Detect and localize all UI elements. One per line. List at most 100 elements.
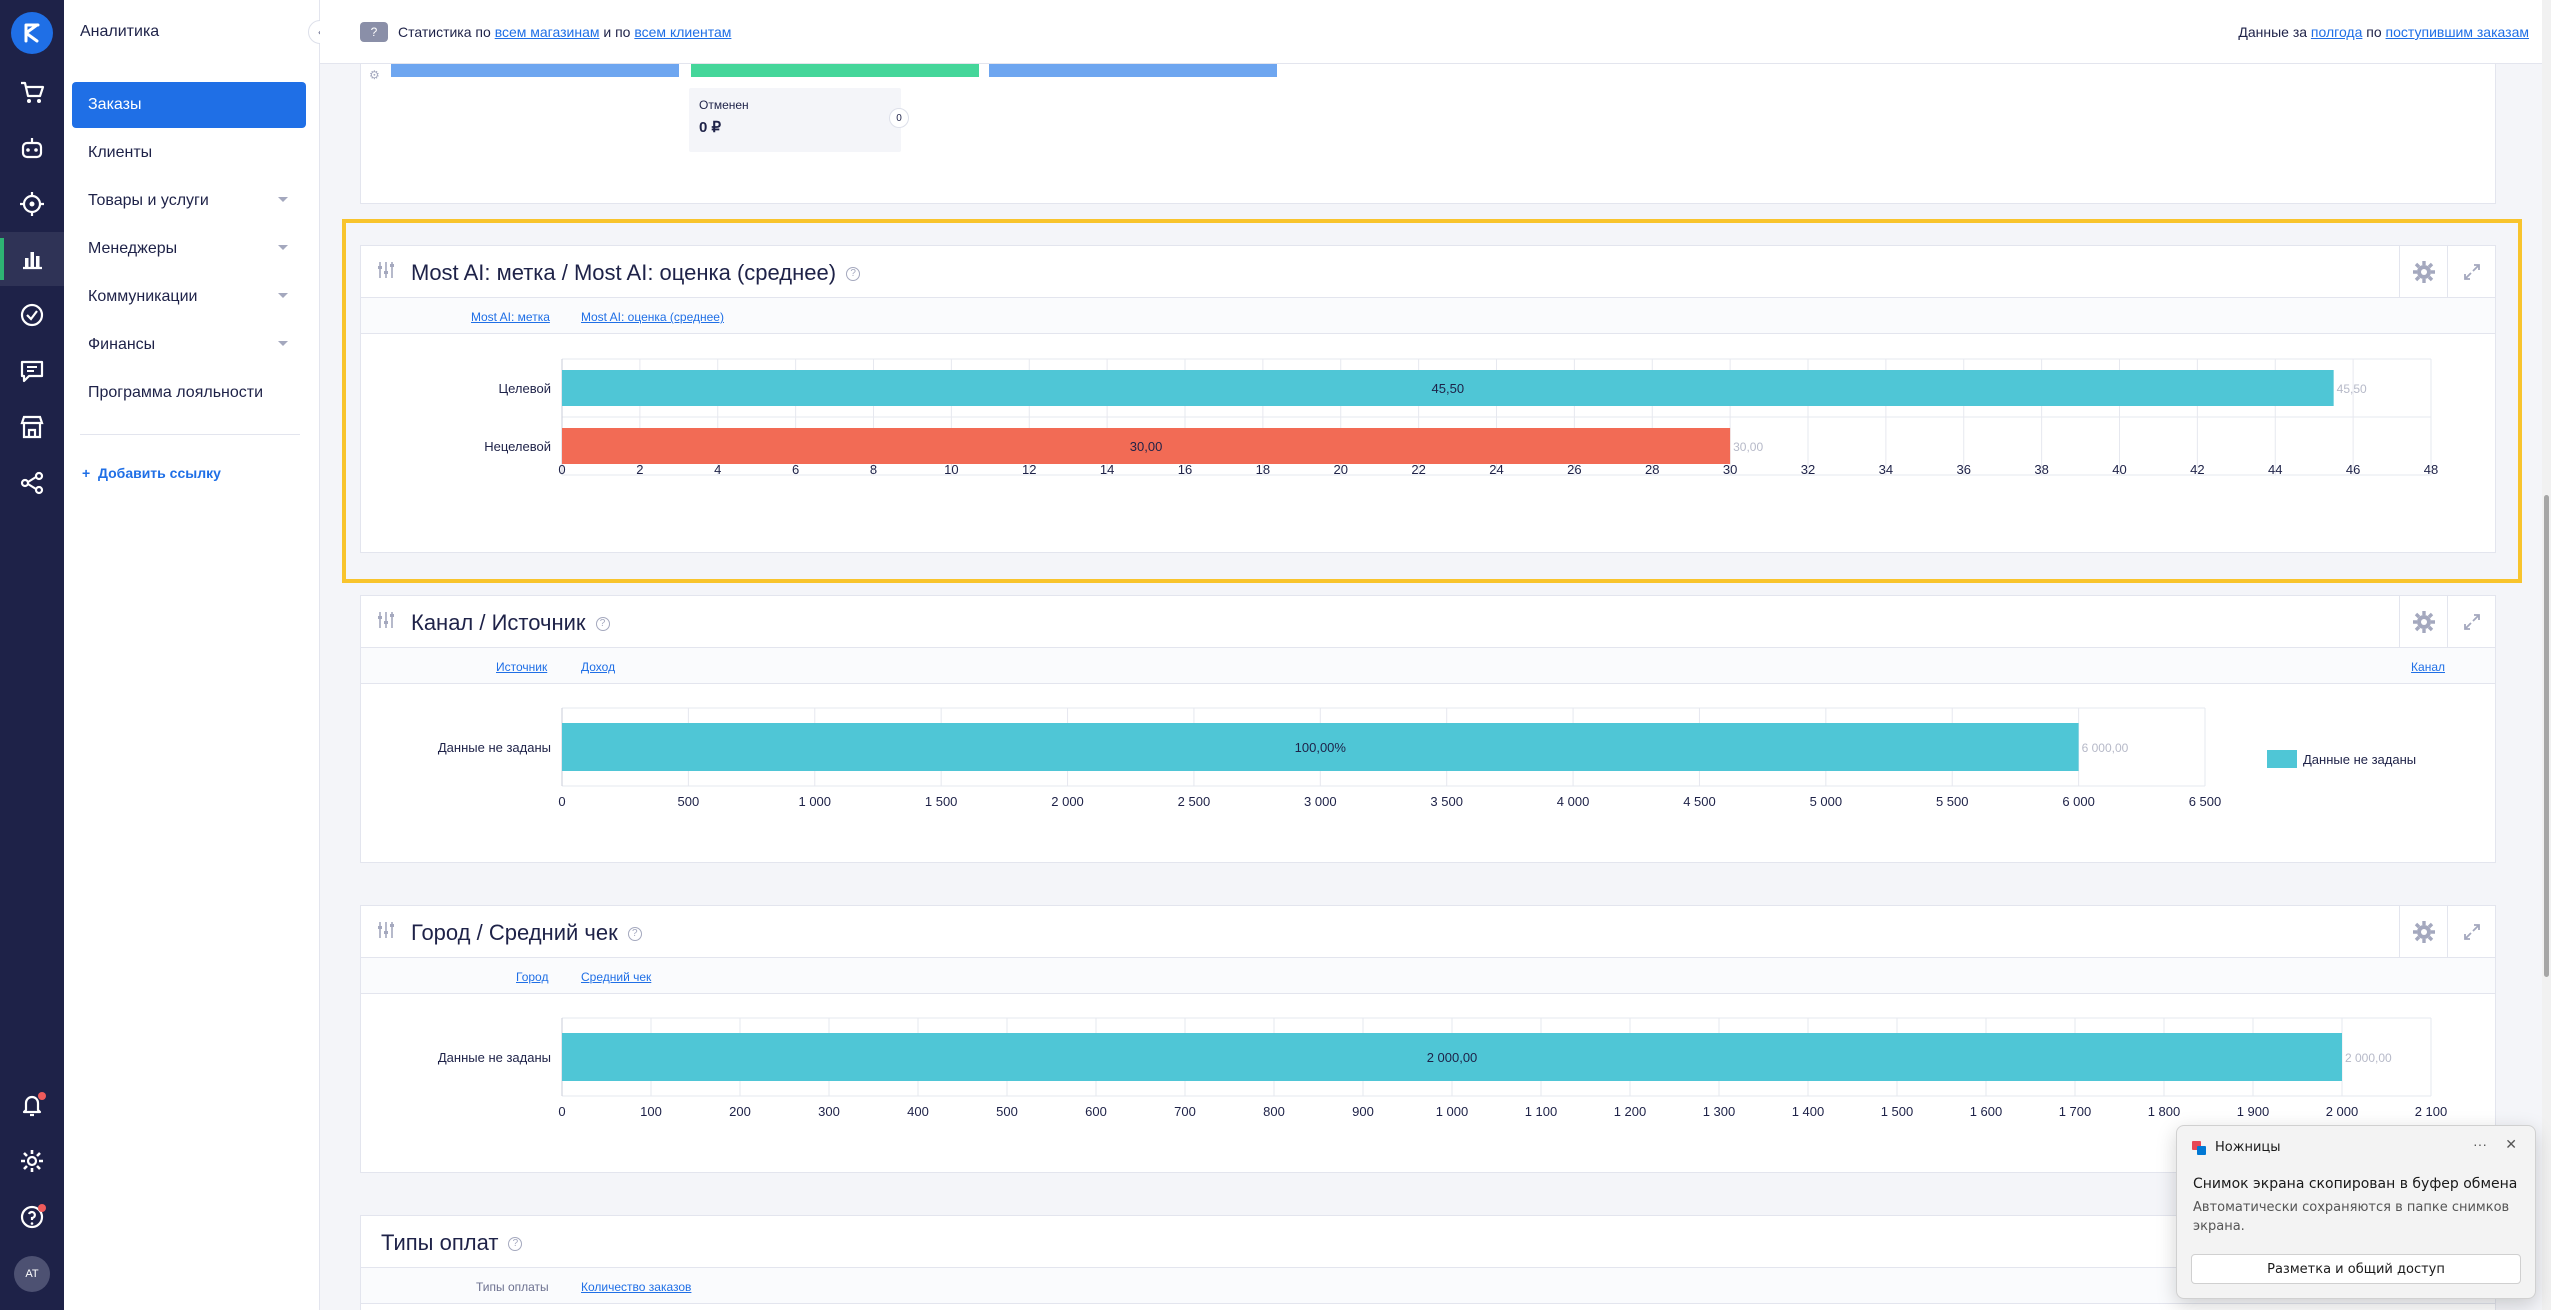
bar-value-label: 30,00 <box>1130 439 1163 454</box>
check-circle-icon[interactable] <box>0 288 64 342</box>
widget-settings-button[interactable] <box>2399 246 2447 298</box>
tick-label: 0 <box>558 794 565 809</box>
expand-icon <box>2463 924 2480 940</box>
logo-icon[interactable] <box>11 12 53 54</box>
legend-swatch <box>2267 750 2297 768</box>
dimension-link[interactable]: Город <box>516 970 549 984</box>
more-options-icon[interactable]: ··· <box>2473 1136 2487 1152</box>
tooltip-value: 0 ₽ <box>699 119 722 136</box>
metric-link[interactable]: Средний чек <box>581 970 652 984</box>
sliders-icon[interactable] <box>377 610 395 630</box>
widget-settings-button[interactable] <box>2399 906 2447 958</box>
chat-icon[interactable] <box>0 344 64 398</box>
sidebar: Аналитика ‹ Заказы Клиенты Товары и услу… <box>64 0 332 1310</box>
widget-dimensions: Most AI: метка Most AI: оценка (среднее) <box>361 298 2495 334</box>
bot-icon[interactable] <box>0 121 64 175</box>
sidebar-item-orders[interactable]: Заказы <box>72 82 306 128</box>
widget-dimensions: Город Средний чек <box>361 958 2495 994</box>
tick-label: 14 <box>1100 462 1114 477</box>
sliders-icon[interactable] <box>377 920 395 940</box>
widget-header: Канал / Источник? <box>361 596 2495 648</box>
add-link-button[interactable]: + Добавить ссылку <box>82 465 221 481</box>
widget-expand-button[interactable] <box>2447 596 2495 648</box>
sidebar-item-finance[interactable]: Финансы <box>72 322 306 368</box>
all-clients-link[interactable]: всем клиентам <box>634 24 732 40</box>
sidebar-item-loyalty[interactable]: Программа лояльности <box>72 370 306 416</box>
period-mid: по <box>2366 24 2382 40</box>
tick-label: 1 200 <box>1614 1104 1647 1119</box>
widget-title-text: Типы оплат <box>381 1230 499 1255</box>
widget-channel-source: Канал / Источник? Источник Доход Канал Д… <box>360 595 2496 863</box>
sidebar-item-label: Коммуникации <box>88 288 198 305</box>
widget-title-text: Most AI: метка / Most AI: оценка (средне… <box>411 260 837 285</box>
tick-label: 500 <box>996 1104 1018 1119</box>
previous-widget: ⚙ Отменен 0 ₽ 0 <box>360 64 2496 204</box>
toast-body: Автоматически сохраняются в папке снимко… <box>2193 1200 2510 1234</box>
category-label: Данные не заданы <box>438 1050 551 1065</box>
cart-icon[interactable] <box>0 65 64 119</box>
tick-label: 1 900 <box>2237 1104 2270 1119</box>
legend-label[interactable]: Данные не заданы <box>2303 752 2417 767</box>
group-link[interactable]: Канал <box>2411 660 2445 674</box>
sidebar-item-communications[interactable]: Коммуникации <box>72 274 306 320</box>
avatar[interactable]: AT <box>14 1256 50 1292</box>
widget-title-text: Канал / Источник <box>411 610 586 635</box>
gear-icon[interactable] <box>0 1134 64 1188</box>
chart-tooltip: Отменен 0 ₽ <box>689 88 901 152</box>
chart-icon[interactable] <box>0 232 64 286</box>
metric-link[interactable]: Most AI: оценка (среднее) <box>581 310 724 324</box>
info-icon[interactable]: ? <box>627 927 642 942</box>
info-icon[interactable]: ? <box>846 267 861 282</box>
category-label: Целевой <box>499 381 551 396</box>
widget-header: Most AI: метка / Most AI: оценка (средне… <box>361 246 2495 298</box>
tick-label: 6 500 <box>2189 794 2222 809</box>
sidebar-item-managers[interactable]: Менеджеры <box>72 226 306 272</box>
markup-share-button[interactable]: Разметка и общий доступ <box>2191 1254 2521 1284</box>
widget-title-text: Город / Средний чек <box>411 920 618 945</box>
widget-expand-button[interactable] <box>2447 906 2495 958</box>
widget-expand-button[interactable] <box>2447 246 2495 298</box>
bar-total-label: 45,50 <box>2337 382 2367 396</box>
info-icon[interactable]: ? <box>508 1237 523 1252</box>
share-icon[interactable] <box>0 456 64 510</box>
chevron-down-icon <box>278 245 288 250</box>
tick-label: 900 <box>1352 1104 1374 1119</box>
period-link[interactable]: полгода <box>2310 24 2363 40</box>
sidebar-item-clients[interactable]: Клиенты <box>72 130 306 176</box>
stats-and: и по <box>603 24 631 40</box>
tick-label: 34 <box>1879 462 1893 477</box>
count-badge: 0 <box>889 108 909 128</box>
bar-chart-channel: Данные не заданы 100,00% 6 000,00 0 500 1 000… <box>438 707 2222 809</box>
all-stores-link[interactable]: всем магазинам <box>494 24 600 40</box>
sidebar-item-products[interactable]: Товары и услуги <box>72 178 306 224</box>
dimension-link[interactable]: Most AI: метка <box>471 310 550 324</box>
snipping-tool-icon <box>2192 1141 2206 1155</box>
tick-label: 4 <box>714 462 721 477</box>
tick-label: 400 <box>907 1104 929 1119</box>
tick-label: 200 <box>729 1104 751 1119</box>
store-icon[interactable] <box>0 400 64 454</box>
metric-link[interactable]: Доход <box>581 660 616 674</box>
metric-link[interactable]: Количество заказов <box>581 1280 692 1294</box>
info-icon[interactable]: ? <box>595 617 610 632</box>
gear-icon <box>2412 921 2435 943</box>
widget-header: Типы оплат? <box>361 1216 2495 1268</box>
expand-icon <box>2463 614 2480 630</box>
widget-settings-button[interactable] <box>2399 596 2447 648</box>
bell-icon[interactable] <box>0 1078 64 1132</box>
widget-most-ai: Most AI: метка / Most AI: оценка (средне… <box>360 245 2496 553</box>
small-gear-icon[interactable]: ⚙ <box>369 68 380 82</box>
sidebar-item-label: Товары и услуги <box>88 192 209 209</box>
scrollbar-thumb[interactable] <box>2544 495 2549 977</box>
stats-filter: Статистика по всем магазинам и по всем к… <box>398 24 731 40</box>
bar-total-label: 6 000,00 <box>2082 741 2129 755</box>
help-icon[interactable] <box>0 1190 64 1244</box>
orders-type-link[interactable]: поступившим заказам <box>2385 24 2529 40</box>
tick-label: 1 400 <box>1792 1104 1825 1119</box>
target-icon[interactable] <box>0 177 64 231</box>
sliders-icon[interactable] <box>377 260 395 280</box>
dimension-link[interactable]: Источник <box>496 660 548 674</box>
close-icon[interactable]: ✕ <box>2505 1136 2517 1152</box>
help-badge[interactable]: ? <box>360 22 388 42</box>
